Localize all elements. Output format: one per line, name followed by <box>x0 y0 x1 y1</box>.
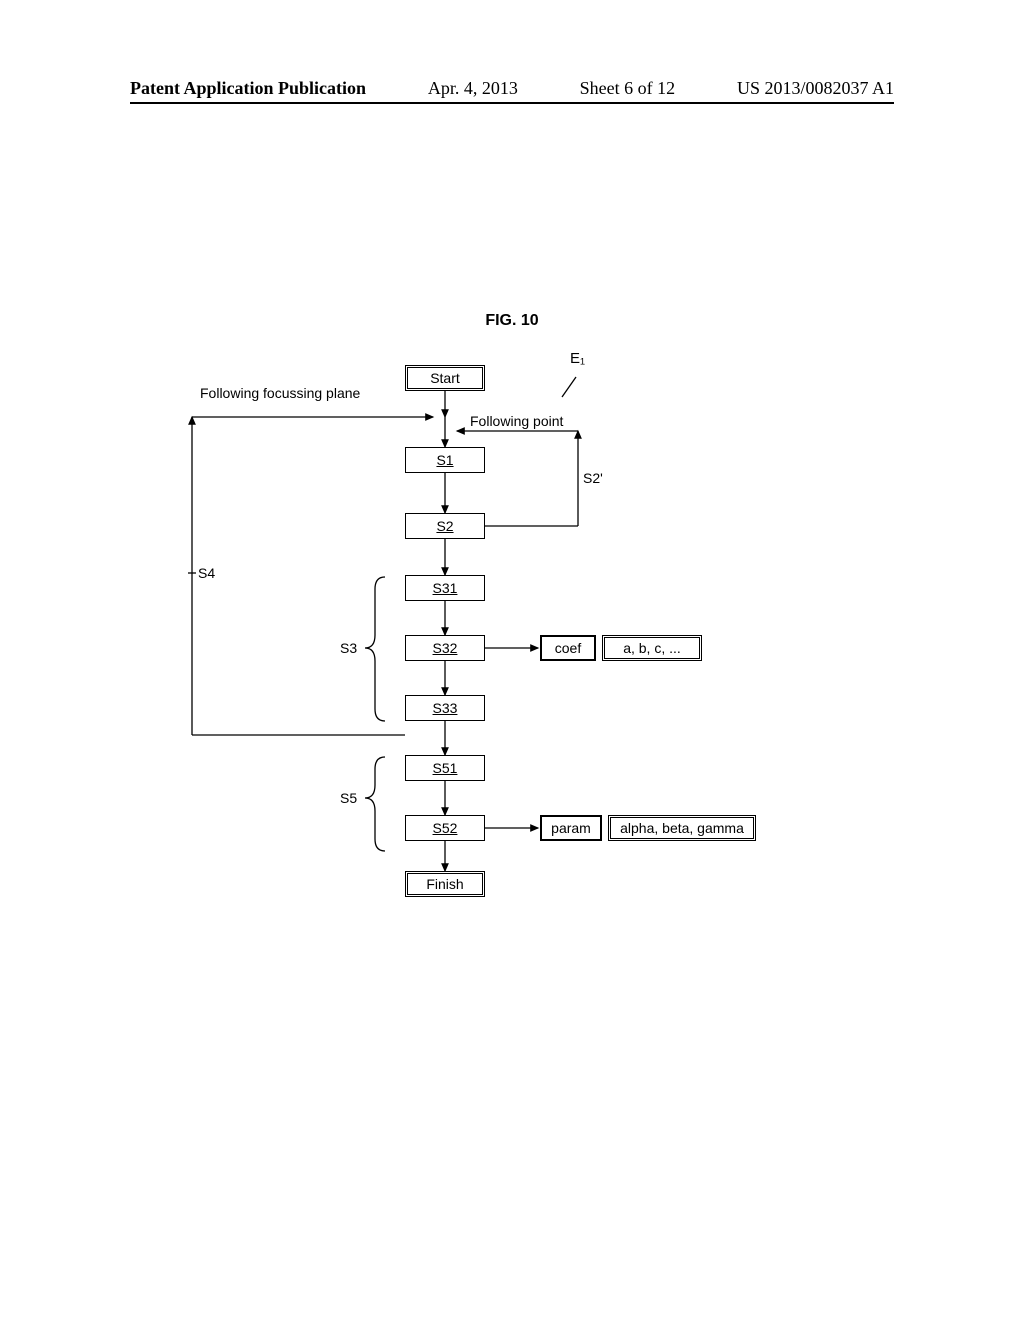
figure-title: FIG. 10 <box>0 312 1024 330</box>
s4-label: S4 <box>198 565 215 581</box>
abg-node: alpha, beta, gamma <box>608 815 756 841</box>
header-left: Patent Application Publication <box>130 78 366 99</box>
s2-node: S2 <box>405 513 485 539</box>
s31-node: S31 <box>405 575 485 601</box>
s52-node: S52 <box>405 815 485 841</box>
header-date: Apr. 4, 2013 <box>428 78 518 99</box>
s32-node: S32 <box>405 635 485 661</box>
flowchart: E₁ Following focussing plane Following p… <box>170 355 790 935</box>
abc-node: a, b, c, ... <box>602 635 702 661</box>
header-sheet: Sheet 6 of 12 <box>580 78 675 99</box>
finish-node: Finish <box>405 871 485 897</box>
s1-node: S1 <box>405 447 485 473</box>
start-node: Start <box>405 365 485 391</box>
header-rule <box>130 102 894 104</box>
header-pubno: US 2013/0082037 A1 <box>737 78 894 99</box>
s33-node: S33 <box>405 695 485 721</box>
s2prime-label: S2' <box>583 470 603 486</box>
s3-label: S3 <box>340 640 357 656</box>
param-node: param <box>540 815 602 841</box>
coef-node: coef <box>540 635 596 661</box>
page-header: Patent Application Publication Apr. 4, 2… <box>0 78 1024 99</box>
s51-node: S51 <box>405 755 485 781</box>
follow-plane-label: Following focussing plane <box>200 385 370 401</box>
follow-point-label: Following point <box>470 413 563 429</box>
e1-label: E₁ <box>570 350 585 367</box>
s5-label: S5 <box>340 790 357 806</box>
